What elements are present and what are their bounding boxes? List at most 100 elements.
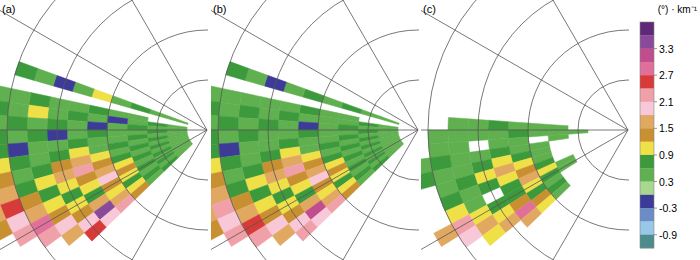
radial-line [218,130,418,260]
radial-line [421,0,628,130]
cell [488,130,508,140]
cell [87,122,107,130]
cell [27,117,47,130]
colorbar-band [640,182,654,196]
cell [0,115,7,130]
cell [130,181,149,199]
cell [218,130,238,144]
panel-label: (b) [213,3,226,15]
cell [176,143,192,158]
cell [448,117,468,130]
panel-label: (c) [423,3,436,15]
colorbar-tick [654,154,657,155]
cell [61,224,84,246]
cell [130,103,151,114]
cell [111,96,132,108]
radial-line [0,0,207,130]
panel [0,0,208,260]
cell [238,105,259,119]
cell [27,130,47,143]
cell [238,117,258,130]
cell [248,225,272,247]
cell [87,113,108,123]
cell [7,116,27,130]
cell [34,68,57,85]
cell [7,130,27,144]
cell [357,169,375,186]
colorbar-band [640,49,654,63]
cell [211,219,224,242]
cell [218,116,238,130]
figure: (a)(b)(c)3.32.72.11.50.90.3-0.3-0.9(°) ·… [0,0,700,260]
radial-line [428,0,628,130]
colorbar-band [640,195,654,209]
colorbar-band [640,235,654,249]
colorbar-band [640,142,654,156]
colorbar-tick-label: 0.3 [659,176,674,188]
cell [218,102,239,117]
cell [508,122,528,130]
polar-grid [0,0,208,260]
cell [551,181,570,199]
panel-label: (a) [2,3,15,15]
cell [146,169,164,186]
radial-line [428,130,628,260]
cell [0,130,7,145]
colorbar-tick [654,234,657,235]
page: {"chart_data": {"type": "polar_heatmap",… [0,0,700,260]
cell [127,124,147,130]
cell [167,127,187,130]
cell [67,111,88,122]
radial-line [7,130,207,260]
radial-line [211,130,418,260]
cell [7,102,28,117]
cell [548,134,568,141]
cell [528,130,548,137]
cell [92,89,113,102]
colorbar-frame [640,22,654,248]
cell [245,68,268,85]
cell [278,120,298,130]
radial-line [0,130,207,131]
colorbar-title: (°) · km⁻¹ [658,4,698,15]
cell [278,130,298,140]
radial-line [211,130,418,131]
colorbar-tick-label: -0.3 [659,202,677,214]
polar-grid [421,0,629,260]
cell [421,172,436,191]
cell [238,130,258,143]
colorbar-band [640,88,654,102]
cell [272,224,295,246]
cell [298,122,318,130]
cell [338,124,358,130]
colorbar-band [640,221,654,235]
cell [211,130,218,145]
colorbar-tick [654,128,657,129]
colorbar-tick [654,208,657,209]
cell [482,224,505,246]
radial-line [7,0,207,130]
cell [528,123,548,130]
colorbar-band [640,168,654,182]
cell [298,113,319,123]
cell [107,123,127,130]
colorbar-tick-label: 3.3 [659,43,674,55]
polar-grid [211,0,419,260]
cell [448,130,468,143]
cell [318,123,338,130]
colorbar-tick-label: 1.5 [659,122,674,134]
cell [0,219,13,242]
radial-line [421,130,628,260]
cell [488,120,508,130]
cell [548,124,568,130]
cell [283,82,305,97]
cell [278,111,299,122]
radial-line [421,130,628,131]
radial-line [0,130,207,260]
cells [421,117,588,247]
colorbar-tick-label: 2.7 [659,69,674,81]
cell [341,103,362,114]
cell [387,143,403,158]
panel [211,0,419,260]
cell [428,130,448,144]
